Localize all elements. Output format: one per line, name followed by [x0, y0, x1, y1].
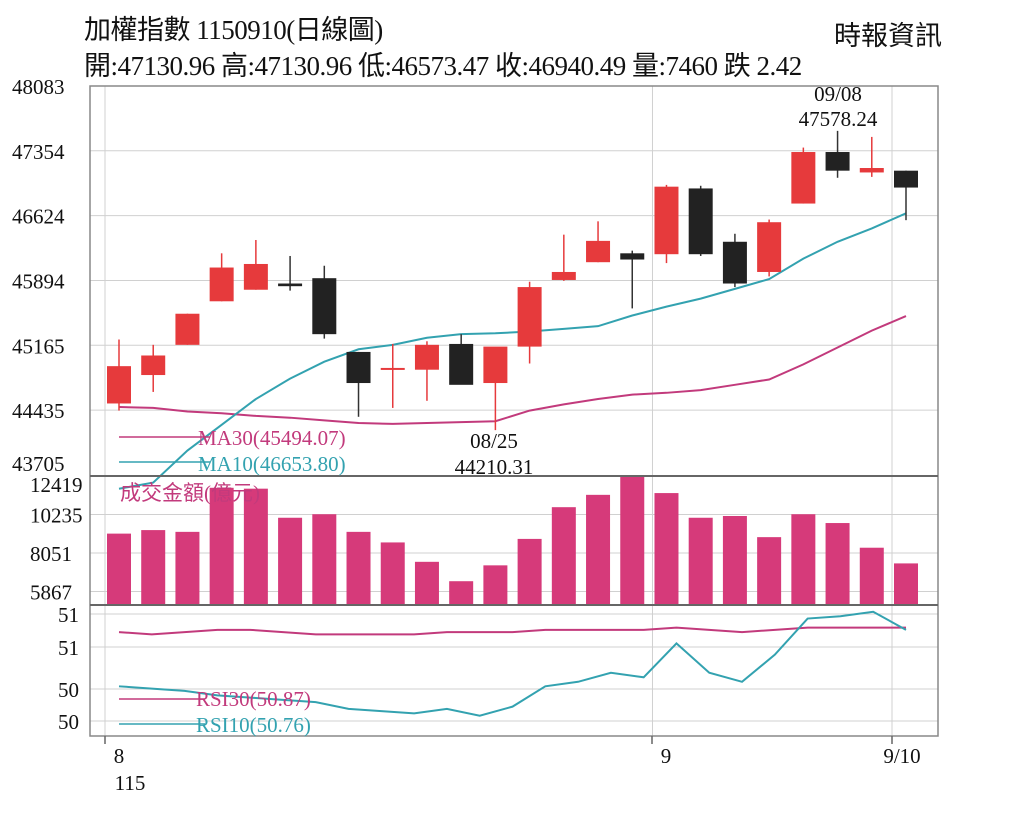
ma10-legend-label: MA10(46653.80) [198, 452, 346, 476]
volume-bar [243, 488, 268, 605]
candle-body [517, 287, 542, 347]
volume-bar [654, 493, 679, 605]
ma30-legend-label: MA30(45494.07) [198, 426, 346, 450]
candle-body [449, 343, 474, 385]
candle-body [825, 152, 850, 171]
candle-body [346, 351, 371, 384]
volume-bar [791, 514, 816, 605]
volume-bar [722, 515, 747, 605]
price-tick-label: 46624 [12, 205, 65, 229]
volume-bar [312, 514, 337, 605]
volume-bar [141, 530, 166, 605]
volume-bar [517, 538, 542, 605]
price-tick-label: 43705 [12, 452, 65, 476]
price-tick-label: 45894 [12, 270, 65, 294]
high-annotation-value: 47578.24 [799, 107, 878, 131]
rsi10-legend-label: RSI10(50.76) [196, 713, 311, 737]
candle-body [243, 263, 268, 290]
rsi-tick-label: 50 [58, 710, 79, 734]
price-tick-label: 44435 [12, 399, 65, 423]
ohlc-summary: 開:47130.96 高:47130.96 低:46573.47 收:46940… [84, 51, 802, 81]
moving-average-lines [118, 212, 907, 490]
volume-bar [414, 561, 439, 605]
candle-body [757, 222, 782, 272]
high-annotation-date: 09/08 [814, 82, 862, 106]
volume-bar [175, 531, 200, 605]
rsi30-line [118, 626, 906, 636]
volume-bar [825, 523, 850, 605]
candle-body [859, 168, 884, 173]
rsi30-legend-label: RSI30(50.87) [196, 687, 311, 711]
volume-bar [107, 533, 131, 605]
candle-body [722, 241, 747, 284]
chart-title: 加權指數 1150910(日線圖) [84, 15, 383, 45]
candle-body [209, 267, 234, 302]
volume-bar [586, 494, 611, 605]
candle-body [175, 313, 200, 345]
volume-bar [278, 517, 303, 605]
x-tick-label: 9 [661, 744, 672, 768]
candle-body [141, 355, 166, 376]
candle-body [107, 366, 131, 404]
candle-body [791, 152, 816, 204]
volume-bar [757, 537, 782, 605]
candle-body [551, 271, 576, 280]
ma10-line [118, 212, 907, 490]
price-tick-label: 48083 [12, 75, 65, 99]
volume-tick-label: 5867 [30, 580, 72, 604]
candle-body [414, 344, 439, 370]
candle-body [380, 367, 405, 370]
candle-body [688, 188, 713, 255]
candle-body [312, 278, 337, 335]
volume-tick-label: 12419 [30, 473, 83, 497]
volume-bar [209, 487, 234, 605]
axis-labels: 48083 47354 46624 45894 45165 44435 43705 MA30(… [12, 75, 921, 795]
candle-body [586, 240, 611, 263]
x-tick-label: 8 [114, 744, 125, 768]
volume-tick-label: 8051 [30, 542, 72, 566]
candle-body [278, 283, 303, 287]
price-tick-label: 47354 [12, 140, 65, 164]
price-tick-label: 45165 [12, 334, 65, 358]
volume-bar [483, 565, 508, 605]
volume-bar [551, 507, 576, 605]
candle-body [894, 170, 918, 188]
volume-bar [346, 531, 371, 605]
rsi-tick-label: 51 [58, 603, 79, 627]
rsi-tick-label: 51 [58, 636, 79, 660]
x-tick-label: 9/10 [883, 744, 920, 768]
candlesticks [107, 130, 918, 431]
candle-body [654, 186, 679, 255]
volume-bar [620, 476, 645, 605]
candle-body [620, 253, 645, 260]
ma30-line [118, 315, 907, 425]
rsi10-line [118, 610, 907, 717]
chart-frame [89, 85, 939, 737]
volume-panel-label: 成交金額(億元) [120, 481, 260, 505]
volume-bar [449, 581, 474, 605]
rsi-tick-label: 50 [58, 678, 79, 702]
volume-bar [859, 547, 884, 605]
x-subtick-label: 115 [115, 771, 146, 795]
low-annotation-value: 44210.31 [455, 455, 534, 479]
volume-bar [894, 563, 918, 605]
volume-bar [688, 517, 713, 605]
data-source: 時報資訊 [834, 21, 942, 51]
volume-tick-label: 10235 [30, 503, 83, 527]
low-annotation-date: 08/25 [470, 429, 518, 453]
candle-body [483, 346, 508, 384]
volume-bar [380, 542, 405, 605]
volume-bars [107, 476, 918, 605]
rsi-lines [118, 610, 907, 717]
